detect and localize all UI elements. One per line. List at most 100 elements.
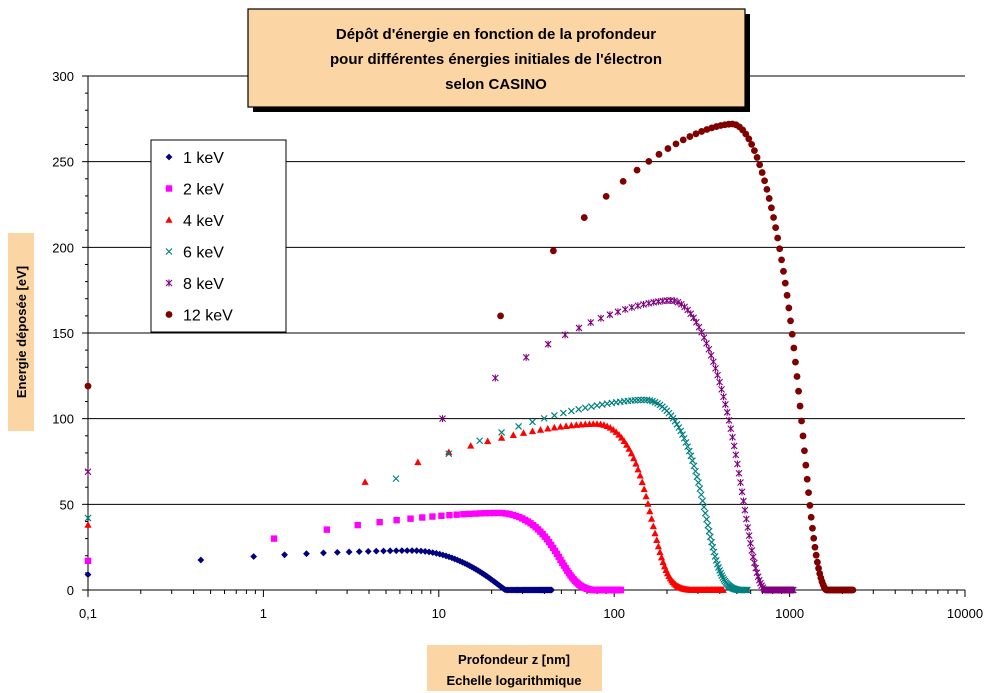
data-point: [672, 140, 680, 148]
data-point: [648, 515, 656, 522]
data-point: [653, 536, 661, 543]
data-point: [634, 396, 642, 404]
x-axis-title-line-2: Echelle logarithmique: [446, 673, 581, 688]
legend-label: 12 keV: [183, 308, 233, 325]
data-point: [536, 426, 545, 433]
data-point: [705, 345, 713, 353]
data-point: [414, 458, 422, 466]
data-point: [657, 553, 666, 561]
data-point: [476, 437, 484, 445]
data-point: [439, 415, 446, 423]
series-1-keV: [84, 547, 556, 594]
data-point: [752, 564, 760, 572]
y-axis-title-box: [8, 233, 34, 431]
data-point: [544, 424, 552, 432]
data-point: [575, 324, 583, 332]
data-point: [438, 512, 445, 519]
data-point: [796, 402, 804, 410]
data-point: [749, 553, 757, 561]
data-point: [646, 507, 654, 515]
data-point: [386, 547, 394, 555]
data-point: [803, 475, 811, 483]
data-point: [798, 417, 805, 425]
data-point: [776, 245, 784, 253]
data-point: [361, 478, 369, 485]
data-point: [704, 521, 712, 529]
data-point: [84, 514, 92, 522]
data-point: [597, 314, 605, 322]
data-point: [581, 404, 589, 412]
data-point: [633, 166, 641, 174]
data-point: [781, 279, 789, 287]
data-point: [549, 247, 557, 255]
data-point: [700, 334, 708, 342]
data-point: [765, 195, 773, 202]
x-axis-title-line-1: Profondeur z [nm]: [458, 652, 570, 667]
data-point: [753, 154, 761, 161]
data-point: [742, 515, 750, 523]
data-point: [580, 214, 588, 221]
data-point: [714, 371, 721, 379]
data-point: [732, 451, 740, 459]
data-point: [499, 509, 506, 517]
data-point: [703, 339, 710, 347]
data-point: [686, 133, 694, 140]
data-point: [644, 500, 652, 507]
data-point: [785, 304, 793, 312]
data-point: [320, 549, 327, 557]
data-point: [697, 491, 705, 499]
data-point: [795, 387, 802, 395]
data-point: [679, 431, 686, 438]
data-point: [790, 344, 798, 352]
data-point: [407, 515, 414, 522]
data-point: [270, 535, 278, 542]
data-point: [770, 214, 777, 221]
data-point: [429, 513, 436, 520]
data-point: [756, 161, 764, 169]
data-points: [84, 120, 857, 594]
series-8-keV: [84, 296, 797, 594]
data-point: [671, 417, 679, 425]
data-point: [491, 509, 498, 517]
data-point: [281, 551, 288, 559]
data-point: [701, 509, 709, 517]
y-tick-label: 0: [67, 583, 74, 598]
data-point: [561, 331, 569, 339]
data-point: [696, 485, 704, 492]
data-point: [567, 407, 575, 415]
data-point: [634, 465, 642, 473]
data-point: [761, 177, 768, 185]
data-point: [355, 548, 363, 556]
data-point: [645, 157, 653, 165]
data-point: [751, 559, 758, 567]
data-point: [811, 543, 819, 551]
data-point: [408, 547, 416, 554]
data-point: [497, 434, 506, 441]
data-point: [602, 192, 610, 200]
data-point: [778, 256, 785, 264]
data-point: [419, 514, 426, 521]
data-point: [495, 509, 502, 517]
data-point: [482, 510, 489, 517]
data-point: [706, 533, 714, 541]
data-point: [380, 547, 387, 555]
data-point: [623, 441, 631, 448]
data-point: [684, 443, 692, 451]
data-point: [333, 548, 341, 556]
data-point: [810, 534, 818, 542]
data-point: [445, 448, 453, 456]
data-point: [630, 454, 638, 462]
legend-marker: [165, 153, 173, 161]
data-point: [637, 396, 645, 404]
data-point: [768, 204, 775, 212]
data-point: [484, 437, 492, 445]
data-point: [636, 471, 644, 479]
data-point: [679, 136, 687, 144]
data-point: [522, 353, 530, 361]
data-point: [498, 429, 506, 436]
data-point: [787, 317, 794, 325]
data-point: [745, 135, 753, 143]
data-point: [744, 586, 751, 594]
data-point: [656, 548, 664, 556]
